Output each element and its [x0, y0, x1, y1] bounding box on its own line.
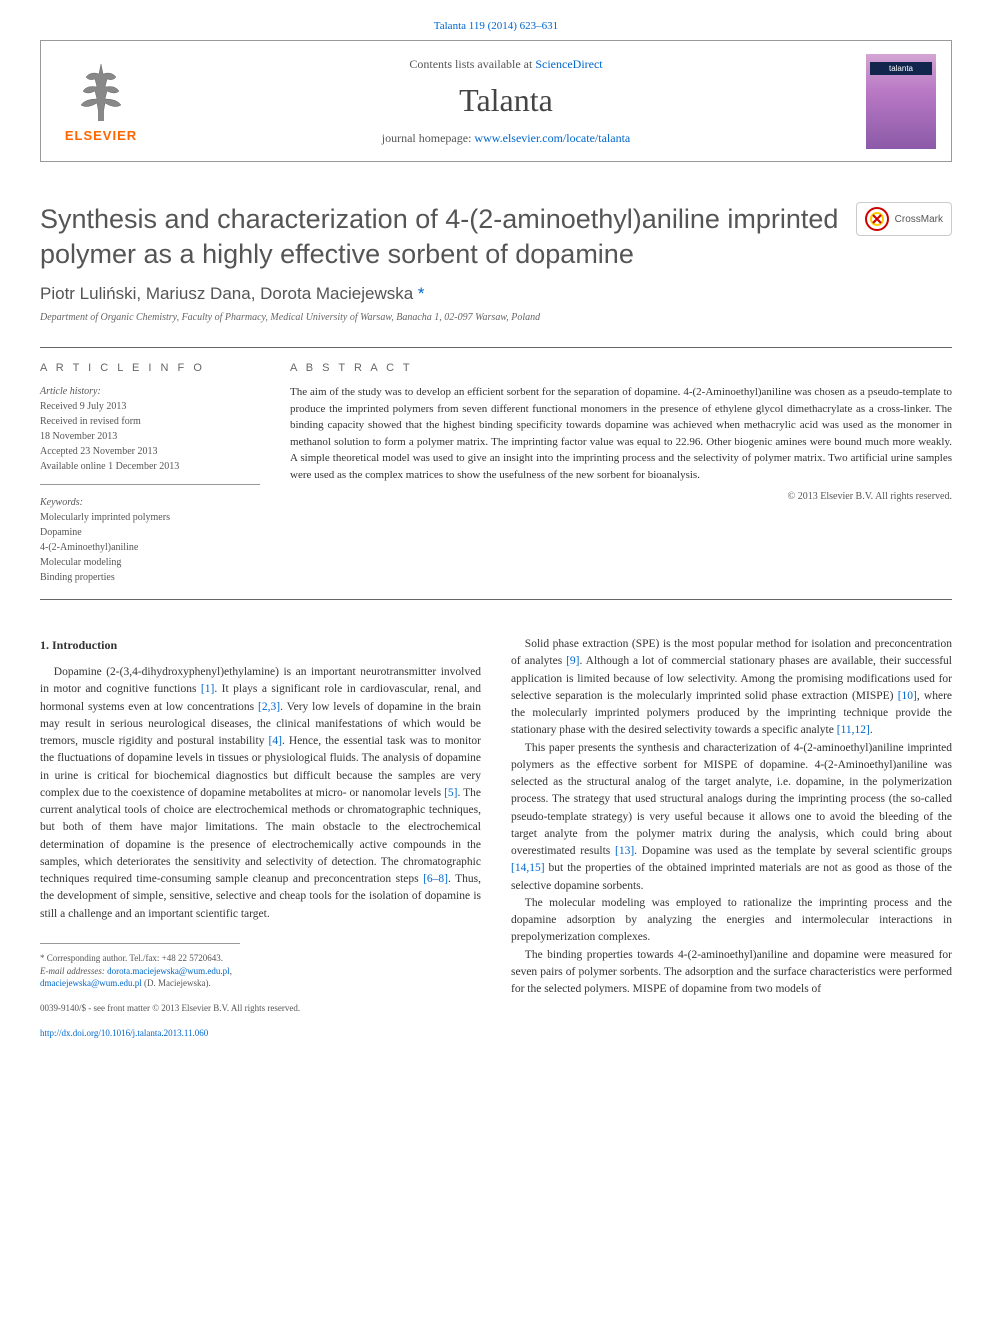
crossmark-label: CrossMark: [895, 214, 943, 225]
citation-link[interactable]: [10]: [898, 690, 917, 702]
asterisk-marker: *: [40, 953, 47, 963]
corresponding-text: Corresponding author. Tel./fax: +48 22 5…: [47, 953, 223, 963]
abstract-heading: A B S T R A C T: [290, 362, 952, 374]
journal-header-box: ELSEVIER Contents lists available at Sci…: [40, 40, 952, 162]
article-history: Article history: Received 9 July 2013 Re…: [40, 384, 260, 485]
citation-link[interactable]: [1]: [201, 683, 214, 695]
abstract-copyright: © 2013 Elsevier B.V. All rights reserved…: [290, 491, 952, 502]
paragraph: Dopamine (2-(3,4-dihydroxyphenyl)ethylam…: [40, 664, 481, 923]
email-footnote: E-mail addresses: dorota.maciejewska@wum…: [40, 965, 481, 990]
cover-label: talanta: [870, 62, 932, 75]
elsevier-tree-icon: [71, 59, 131, 124]
author-names: Piotr Luliński, Mariusz Dana, Dorota Mac…: [40, 284, 413, 303]
authors-line: Piotr Luliński, Mariusz Dana, Dorota Mac…: [40, 284, 952, 304]
email-link[interactable]: dmaciejewska@wum.edu.pl: [40, 978, 142, 988]
keyword: Molecularly imprinted polymers: [40, 510, 260, 525]
citation-link[interactable]: [4]: [269, 735, 282, 747]
keyword: Dopamine: [40, 525, 260, 540]
citation-link[interactable]: [14,15]: [511, 862, 545, 874]
citation-link[interactable]: [13]: [615, 845, 634, 857]
footnote-divider: [40, 943, 240, 944]
keyword: 4-(2-Aminoethyl)aniline: [40, 540, 260, 555]
publisher-name: ELSEVIER: [65, 128, 137, 143]
citation-link[interactable]: [5]: [444, 787, 457, 799]
text-run: . Dopamine was used as the template by s…: [634, 845, 952, 857]
abstract-text: The aim of the study was to develop an e…: [290, 384, 952, 483]
keyword: Binding properties: [40, 570, 260, 585]
citation-link[interactable]: Talanta 119 (2014) 623–631: [434, 20, 558, 32]
doi-line: http://dx.doi.org/10.1016/j.talanta.2013…: [40, 1027, 481, 1041]
intro-heading: 1. Introduction: [40, 636, 481, 654]
corresponding-footnote: * Corresponding author. Tel./fax: +48 22…: [40, 952, 481, 965]
body-columns: 1. Introduction Dopamine (2-(3,4-dihydro…: [40, 636, 952, 1041]
info-abstract-section: A R T I C L E I N F O Article history: R…: [40, 347, 952, 600]
column-left: 1. Introduction Dopamine (2-(3,4-dihydro…: [40, 636, 481, 1041]
article-info-heading: A R T I C L E I N F O: [40, 362, 260, 374]
journal-name: Talanta: [161, 82, 851, 119]
text-run: but the properties of the obtained impri…: [511, 862, 952, 891]
column-right: Solid phase extraction (SPE) is the most…: [511, 636, 952, 1041]
paragraph: The binding properties towards 4-(2-amin…: [511, 947, 952, 999]
email-label: E-mail addresses:: [40, 966, 107, 976]
text-run: This paper presents the synthesis and ch…: [511, 742, 952, 858]
history-label: Article history:: [40, 384, 260, 399]
publisher-logo[interactable]: ELSEVIER: [56, 51, 146, 151]
history-line: 18 November 2013: [40, 429, 260, 444]
journal-cover-thumbnail[interactable]: talanta: [866, 54, 936, 149]
crossmark-icon: [865, 207, 889, 231]
crossmark-badge[interactable]: CrossMark: [856, 202, 952, 236]
article-info-column: A R T I C L E I N F O Article history: R…: [40, 362, 260, 585]
homepage-line: journal homepage: www.elsevier.com/locat…: [161, 131, 851, 146]
email-link[interactable]: dorota.maciejewska@wum.edu.pl: [107, 966, 230, 976]
issn-line: 0039-9140/$ - see front matter © 2013 El…: [40, 1002, 481, 1016]
text-run: .: [870, 724, 873, 736]
paragraph: Solid phase extraction (SPE) is the most…: [511, 636, 952, 740]
citation-link[interactable]: [2,3]: [258, 701, 280, 713]
email-name: (D. Maciejewska).: [142, 978, 211, 988]
history-line: Received 9 July 2013: [40, 399, 260, 414]
keywords-block: Keywords: Molecularly imprinted polymers…: [40, 495, 260, 585]
citation-link[interactable]: [11,12]: [837, 724, 870, 736]
history-line: Available online 1 December 2013: [40, 459, 260, 474]
homepage-text: journal homepage:: [382, 131, 475, 145]
history-line: Received in revised form: [40, 414, 260, 429]
title-row: Synthesis and characterization of 4-(2-a…: [40, 202, 952, 272]
contents-line: Contents lists available at ScienceDirec…: [161, 57, 851, 72]
doi-link[interactable]: http://dx.doi.org/10.1016/j.talanta.2013…: [40, 1028, 208, 1038]
homepage-link[interactable]: www.elsevier.com/locate/talanta: [474, 131, 630, 145]
keyword: Molecular modeling: [40, 555, 260, 570]
affiliation-line: Department of Organic Chemistry, Faculty…: [40, 312, 952, 323]
sciencedirect-link[interactable]: ScienceDirect: [535, 57, 602, 71]
article-title: Synthesis and characterization of 4-(2-a…: [40, 202, 841, 272]
history-line: Accepted 23 November 2013: [40, 444, 260, 459]
paragraph: The molecular modeling was employed to r…: [511, 895, 952, 947]
contents-text: Contents lists available at: [409, 57, 535, 71]
citation-link[interactable]: [6–8]: [423, 873, 448, 885]
keywords-label: Keywords:: [40, 495, 260, 510]
text-run: . The current analytical tools of choice…: [40, 787, 481, 885]
abstract-column: A B S T R A C T The aim of the study was…: [290, 362, 952, 585]
corresponding-asterisk: *: [413, 284, 424, 303]
paragraph: This paper presents the synthesis and ch…: [511, 740, 952, 895]
citation-link[interactable]: [9]: [566, 655, 579, 667]
citation-header: Talanta 119 (2014) 623–631: [40, 20, 952, 32]
header-center: Contents lists available at ScienceDirec…: [161, 57, 851, 146]
